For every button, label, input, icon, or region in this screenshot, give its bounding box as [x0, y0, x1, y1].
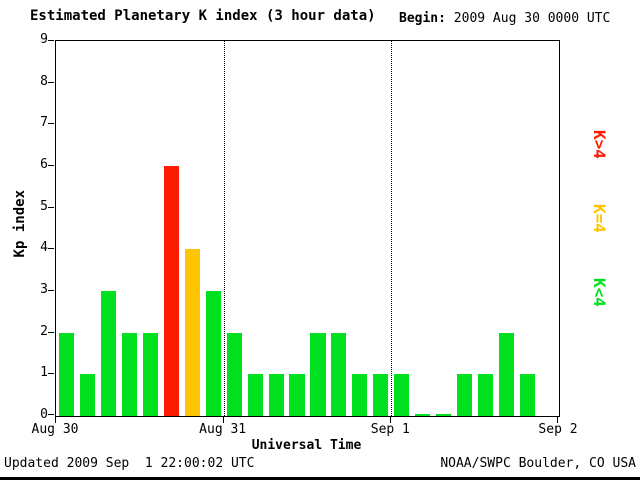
kp-bar — [478, 374, 494, 416]
y-tick-mark — [48, 40, 54, 41]
begin-info: Begin: 2009 Aug 30 0000 UTC — [399, 11, 610, 26]
y-tick-mark — [48, 81, 54, 83]
kp-bar — [205, 291, 221, 416]
kp-bar — [100, 291, 116, 416]
kp-bar — [184, 249, 200, 416]
kp-bar — [520, 374, 536, 416]
x-tick-mark — [390, 417, 392, 423]
y-tick-mark — [48, 331, 54, 333]
kp-bar — [142, 332, 158, 416]
x-tick-mark — [557, 417, 558, 423]
legend-item: K<4 — [590, 278, 609, 307]
y-tick-label: 0 — [40, 407, 48, 422]
kp-bar — [415, 414, 431, 416]
y-tick-mark — [48, 373, 54, 375]
y-tick-label: 2 — [40, 323, 48, 339]
chart-title: Estimated Planetary K index (3 hour data… — [30, 8, 376, 24]
y-tick-label: 8 — [40, 73, 48, 89]
x-tick-label: Sep 2 — [538, 422, 578, 437]
kp-bar — [163, 166, 179, 416]
updated-text: Updated 2009 Sep 1 22:00:02 UTC — [4, 456, 255, 471]
kp-bar — [289, 374, 305, 416]
kp-bar — [268, 374, 284, 416]
y-tick-label: 1 — [40, 365, 48, 381]
legend-item: K=4 — [590, 204, 609, 233]
y-tick-label: 6 — [40, 157, 48, 172]
kp-bar — [373, 374, 389, 416]
y-tick-label: 5 — [40, 198, 48, 214]
credit-text: NOAA/SWPC Boulder, CO USA — [440, 456, 636, 471]
kp-bar — [121, 332, 137, 416]
day-boundary-line — [223, 41, 225, 416]
y-tick-label: 9 — [40, 32, 48, 47]
legend-item: K>4 — [590, 130, 609, 159]
y-tick-label: 3 — [40, 282, 48, 297]
kp-bar — [247, 374, 263, 416]
kp-bar — [58, 332, 74, 416]
y-tick-label: 7 — [40, 115, 48, 131]
x-tick-label: Aug 30 — [31, 422, 79, 437]
kp-bar — [79, 374, 95, 416]
kp-bar — [457, 374, 473, 416]
x-tick-label: Sep 1 — [370, 422, 410, 437]
y-tick-mark — [48, 290, 54, 291]
kp-bar — [394, 374, 410, 416]
x-tick-mark — [55, 417, 56, 423]
x-tick-label: Aug 31 — [199, 422, 247, 437]
kp-bar — [226, 332, 242, 416]
plot-area — [55, 40, 560, 417]
y-tick-mark — [48, 248, 54, 250]
y-tick-mark — [48, 165, 54, 166]
kp-bar — [436, 414, 452, 416]
kp-bar — [310, 332, 326, 416]
y-tick-mark — [48, 123, 54, 125]
kp-bar — [331, 332, 347, 416]
x-axis-title: Universal Time — [251, 438, 362, 453]
y-tick-label: 4 — [40, 240, 48, 256]
day-boundary-line — [391, 41, 393, 416]
kp-bar — [499, 332, 515, 416]
y-tick-mark — [48, 414, 54, 415]
begin-value: 2009 Aug 30 0000 UTC — [453, 11, 611, 26]
x-tick-mark — [222, 417, 224, 423]
y-tick-mark — [48, 206, 54, 208]
bottom-border — [0, 477, 640, 480]
begin-label: Begin: — [399, 11, 446, 26]
kp-bar — [352, 374, 368, 416]
